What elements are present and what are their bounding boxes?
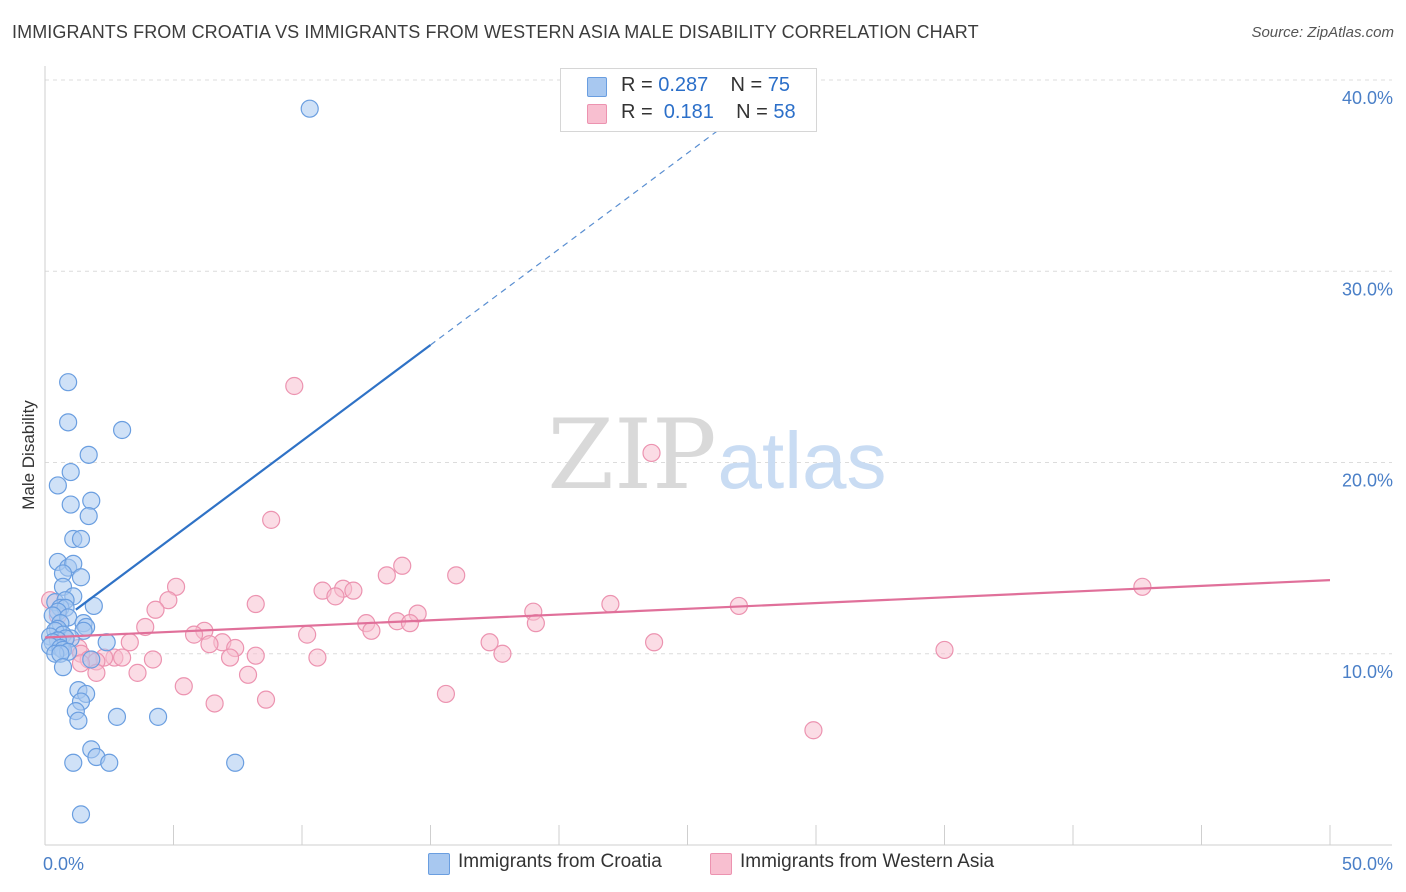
croatia-point — [59, 413, 78, 432]
croatia-point — [61, 495, 80, 514]
western-asia-point — [136, 617, 155, 637]
croatia-point — [82, 491, 101, 510]
western-asia-point — [205, 694, 224, 713]
legend-text-western-asia: R = 0.181 N = 58 — [621, 101, 796, 124]
legend-r-label: R = — [621, 74, 653, 96]
western-asia-point — [436, 684, 456, 704]
x-tick-label: 0.0% — [43, 854, 84, 874]
western-asia-point — [298, 625, 317, 644]
y-tick-label: 20.0% — [1342, 471, 1393, 491]
x-tick-label: 50.0% — [1342, 854, 1393, 874]
western-asia-point — [642, 443, 661, 463]
source-label: Source: ZipAtlas.com — [1251, 24, 1394, 41]
legend-swatch-western-asia — [587, 104, 607, 124]
croatia-point — [61, 462, 80, 482]
western-asia-point — [804, 721, 823, 740]
legend-r-label: R = — [621, 101, 653, 123]
croatia-point — [59, 373, 78, 392]
croatia-point — [82, 650, 101, 669]
western-asia-point — [447, 566, 466, 585]
croatia-point — [97, 633, 116, 652]
axes — [44, 66, 1392, 846]
trend-lines — [44, 104, 1331, 639]
western-asia-point — [246, 646, 265, 665]
legend-n-label: N = — [736, 101, 768, 123]
legend-swatch-croatia — [587, 77, 607, 97]
western-asia-point — [174, 677, 193, 696]
western-asia-point — [238, 665, 258, 684]
croatia-point — [100, 753, 119, 772]
croatia-point — [79, 506, 98, 526]
legend-text-croatia: R = 0.287 N = 75 — [621, 74, 790, 97]
western-asia-point — [344, 581, 363, 600]
western-asia-point — [246, 594, 265, 614]
croatia-point — [148, 707, 168, 726]
western-asia-point — [256, 690, 276, 709]
legend-n-value: 58 — [773, 101, 796, 123]
western-asia-point — [128, 663, 147, 682]
croatia-point — [69, 711, 88, 730]
bottom-legend-label-croatia: Immigrants from Croatia — [458, 851, 662, 872]
western-asia-point — [308, 648, 327, 667]
western-asia-point — [393, 556, 412, 575]
legend: R = 0.287 N = 75 R = 0.181 N = 58 — [560, 68, 817, 132]
western-asia-point — [1133, 577, 1152, 596]
croatia-point — [71, 568, 91, 587]
croatia-trend-line — [75, 344, 432, 611]
western-asia-point — [262, 510, 281, 529]
croatia-trend-extension — [430, 104, 753, 346]
western-asia-point — [143, 650, 163, 669]
western-asia-point — [644, 633, 664, 652]
western-asia-point — [480, 633, 499, 652]
y-tick-label: 10.0% — [1342, 662, 1393, 682]
western-asia-point — [220, 648, 240, 667]
y-tick-label: 40.0% — [1342, 88, 1393, 108]
y-tick-label: 30.0% — [1342, 279, 1393, 299]
western-asia-point — [935, 640, 954, 660]
croatia-point — [79, 445, 98, 464]
western-asia-point — [184, 625, 204, 644]
watermark-atlas: atlas — [718, 416, 887, 505]
western-asia-point — [166, 577, 186, 596]
western-asia-point — [326, 587, 345, 606]
western-asia-point — [146, 600, 165, 619]
croatia-point — [53, 658, 73, 677]
croatia-point — [71, 529, 91, 549]
croatia-point — [300, 99, 319, 118]
croatia-point — [64, 753, 83, 772]
western-asia-point — [159, 591, 178, 610]
western-asia-point — [493, 644, 512, 663]
legend-n-value: 75 — [767, 74, 791, 96]
western-asia-point — [112, 648, 132, 667]
western-asia-point — [601, 594, 620, 614]
legend-r-value: 0.287 — [658, 74, 709, 96]
croatia-point — [48, 476, 67, 495]
legend-r-value: 0.181 — [658, 101, 714, 123]
tick-labels: 10.0% 20.0% 30.0% 40.0% 0.0% 50.0% — [43, 88, 1393, 874]
croatia-point — [71, 805, 91, 824]
western-asia-point — [200, 635, 219, 654]
western-asia-point — [377, 566, 396, 585]
bottom-legend-label-western-asia: Immigrants from Western Asia — [740, 851, 995, 872]
croatia-point — [112, 420, 132, 440]
western-asia-point — [120, 633, 139, 652]
chart-title: IMMIGRANTS FROM CROATIA VS IMMIGRANTS FR… — [12, 22, 979, 42]
gridlines — [45, 79, 1392, 655]
bottom-legend-swatch-western-asia — [710, 853, 732, 875]
legend-n-label: N = — [730, 74, 763, 96]
western-asia-point — [285, 376, 304, 396]
y-axis-label: Male Disability — [19, 400, 38, 510]
croatia-point — [107, 707, 127, 726]
bottom-legend-swatch-croatia — [428, 853, 450, 875]
western-asia-point — [362, 621, 381, 640]
western-asia-trend-line — [44, 579, 1331, 639]
watermark-zip: ZIP — [547, 399, 716, 511]
western-asia-point — [526, 614, 545, 633]
watermark: ZIP atlas — [547, 399, 886, 511]
croatia-point — [226, 753, 245, 772]
data-points — [41, 99, 1152, 824]
western-asia-point — [400, 614, 420, 633]
